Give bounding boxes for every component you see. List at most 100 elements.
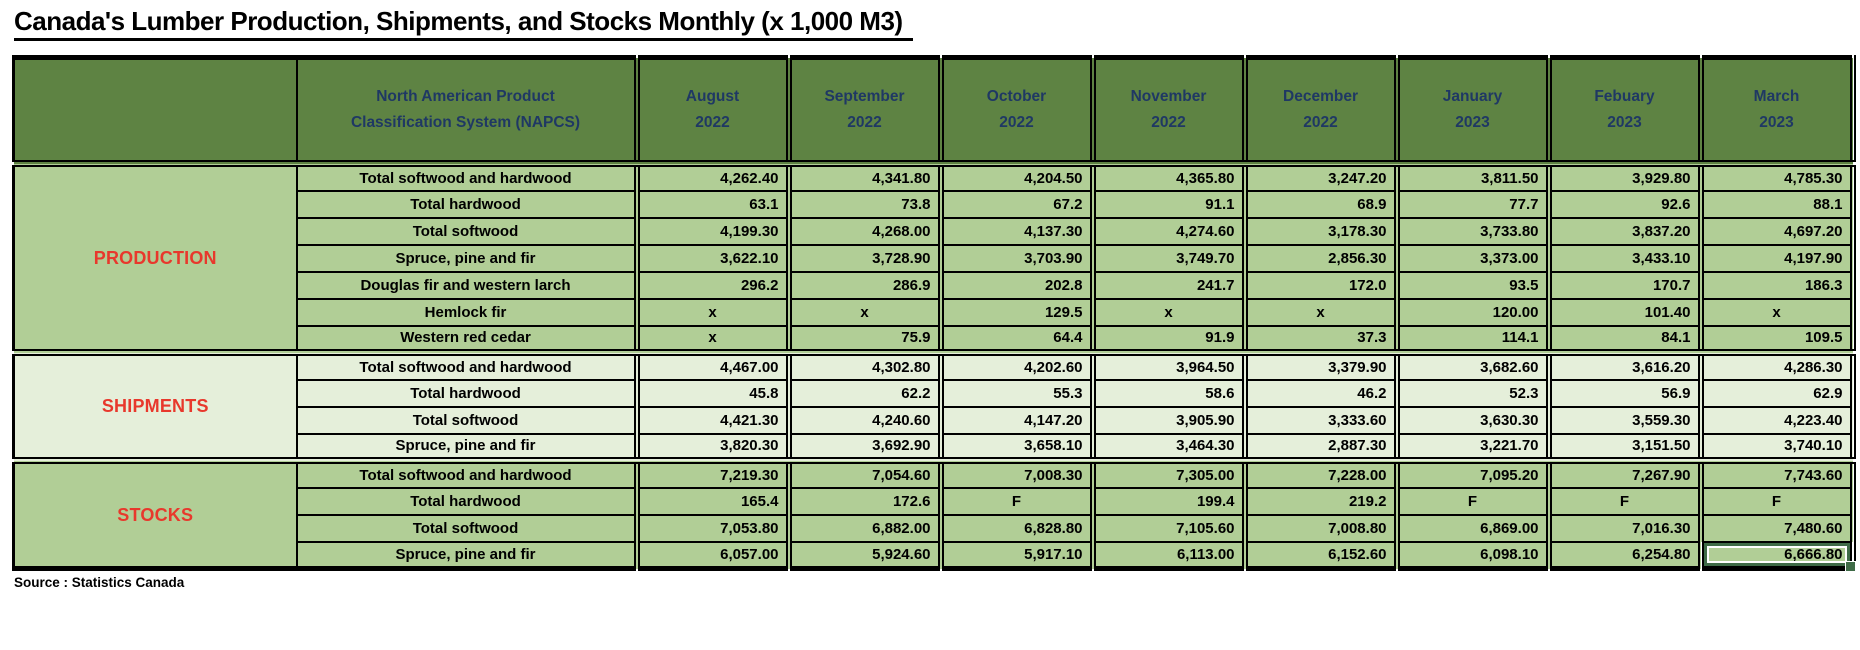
value-cell[interactable]: 120.00 xyxy=(1393,297,1552,327)
value-cell[interactable]: 7,053.80 xyxy=(633,513,792,543)
value-cell[interactable]: 77.7 xyxy=(1393,189,1552,219)
row-label-cell[interactable]: Spruce, pine and fir xyxy=(295,540,638,570)
month-header-cell[interactable]: March 2023 xyxy=(1697,56,1856,165)
value-cell[interactable]: 4,262.40 xyxy=(633,160,792,192)
value-cell[interactable]: 3,703.90 xyxy=(937,243,1096,273)
value-cell[interactable]: 37.3 xyxy=(1241,324,1400,354)
value-cell[interactable]: 199.4 xyxy=(1089,486,1248,516)
value-cell[interactable]: 129.5 xyxy=(937,297,1096,327)
value-cell[interactable]: 7,105.60 xyxy=(1089,513,1248,543)
value-cell[interactable]: 3,247.20 xyxy=(1241,160,1400,192)
value-cell[interactable]: 4,223.40 xyxy=(1697,405,1856,435)
value-cell[interactable]: 4,240.60 xyxy=(785,405,944,435)
row-label-cell[interactable]: Total softwood xyxy=(295,513,638,543)
value-cell[interactable]: 3,740.10 xyxy=(1697,432,1856,462)
month-header-cell[interactable]: Febuary 2023 xyxy=(1545,56,1704,165)
row-label-cell[interactable]: Total softwood xyxy=(295,216,638,246)
value-cell[interactable]: 62.2 xyxy=(785,378,944,408)
value-cell[interactable]: 2,887.30 xyxy=(1241,432,1400,462)
value-cell[interactable]: 3,905.90 xyxy=(1089,405,1248,435)
value-cell[interactable]: 3,433.10 xyxy=(1545,243,1704,273)
row-label-cell[interactable]: Spruce, pine and fir xyxy=(295,432,638,462)
value-cell[interactable]: 3,692.90 xyxy=(785,432,944,462)
value-cell[interactable]: 84.1 xyxy=(1545,324,1704,354)
value-cell[interactable]: 55.3 xyxy=(937,378,1096,408)
value-cell[interactable]: 3,622.10 xyxy=(633,243,792,273)
value-cell[interactable]: 7,008.30 xyxy=(937,457,1096,489)
value-cell[interactable]: 5,924.60 xyxy=(785,540,944,570)
value-cell[interactable]: 172.0 xyxy=(1241,270,1400,300)
value-cell[interactable]: 3,151.50 xyxy=(1545,432,1704,462)
month-header-cell[interactable]: October 2022 xyxy=(937,56,1096,165)
value-cell[interactable]: 62.9 xyxy=(1697,378,1856,408)
row-label-cell[interactable]: Total softwood and hardwood xyxy=(295,349,638,381)
value-cell[interactable]: 7,228.00 xyxy=(1241,457,1400,489)
value-cell[interactable]: 241.7 xyxy=(1089,270,1248,300)
value-cell[interactable]: 91.1 xyxy=(1089,189,1248,219)
row-label-cell[interactable]: Douglas fir and western larch xyxy=(295,270,638,300)
value-cell[interactable]: 3,811.50 xyxy=(1393,160,1552,192)
value-cell[interactable]: 186.3 xyxy=(1697,270,1856,300)
value-cell[interactable]: 219.2 xyxy=(1241,486,1400,516)
value-cell[interactable]: 3,373.00 xyxy=(1393,243,1552,273)
value-cell[interactable]: 4,365.80 xyxy=(1089,160,1248,192)
value-cell[interactable]: x xyxy=(633,297,792,327)
value-cell[interactable]: 64.4 xyxy=(937,324,1096,354)
row-label-cell[interactable]: Total softwood and hardwood xyxy=(295,457,638,489)
value-cell[interactable]: 4,199.30 xyxy=(633,216,792,246)
month-header-cell[interactable]: September 2022 xyxy=(785,56,944,165)
value-cell[interactable]: 4,137.30 xyxy=(937,216,1096,246)
row-label-cell[interactable]: Spruce, pine and fir xyxy=(295,243,638,273)
row-label-cell[interactable]: Total hardwood xyxy=(295,486,638,516)
value-cell[interactable]: 75.9 xyxy=(785,324,944,354)
value-cell[interactable]: x xyxy=(1241,297,1400,327)
value-cell[interactable]: 4,785.30 xyxy=(1697,160,1856,192)
month-header-cell[interactable]: November 2022 xyxy=(1089,56,1248,165)
value-cell[interactable]: 7,267.90 xyxy=(1545,457,1704,489)
selected-value-cell[interactable]: 6,666.80 xyxy=(1697,540,1859,573)
value-cell[interactable]: 93.5 xyxy=(1393,270,1552,300)
month-header-cell[interactable]: December 2022 xyxy=(1241,56,1400,165)
value-cell[interactable]: 6,113.00 xyxy=(1089,540,1248,570)
value-cell[interactable]: 4,286.30 xyxy=(1697,349,1856,381)
value-cell[interactable]: 6,098.10 xyxy=(1393,540,1552,570)
value-cell[interactable]: 7,054.60 xyxy=(785,457,944,489)
value-cell[interactable]: 3,333.60 xyxy=(1241,405,1400,435)
value-cell[interactable]: 4,697.20 xyxy=(1697,216,1856,246)
value-cell[interactable]: 3,178.30 xyxy=(1241,216,1400,246)
value-cell[interactable]: 165.4 xyxy=(633,486,792,516)
row-label-cell[interactable]: Total softwood and hardwood xyxy=(295,160,638,192)
value-cell[interactable]: 45.8 xyxy=(633,378,792,408)
value-cell[interactable]: 7,008.80 xyxy=(1241,513,1400,543)
value-cell[interactable]: 4,202.60 xyxy=(937,349,1096,381)
value-cell[interactable]: 58.6 xyxy=(1089,378,1248,408)
value-cell[interactable]: x xyxy=(785,297,944,327)
value-cell[interactable]: 73.8 xyxy=(785,189,944,219)
value-cell[interactable]: x xyxy=(1089,297,1248,327)
value-cell[interactable]: 5,917.10 xyxy=(937,540,1096,570)
row-label-cell[interactable]: Total hardwood xyxy=(295,378,638,408)
value-cell[interactable]: 4,341.80 xyxy=(785,160,944,192)
value-cell[interactable]: 3,658.10 xyxy=(937,432,1096,462)
value-cell[interactable]: 3,630.30 xyxy=(1393,405,1552,435)
section-label-production[interactable]: PRODUCTION xyxy=(12,160,298,354)
value-cell[interactable]: F xyxy=(937,486,1096,516)
value-cell[interactable]: 6,882.00 xyxy=(785,513,944,543)
header-napcs-cell[interactable]: North American Product Classification Sy… xyxy=(295,56,638,165)
value-cell[interactable]: 6,152.60 xyxy=(1241,540,1400,570)
value-cell[interactable]: 4,147.20 xyxy=(937,405,1096,435)
value-cell[interactable]: 3,464.30 xyxy=(1089,432,1248,462)
month-header-cell[interactable]: January 2023 xyxy=(1393,56,1552,165)
value-cell[interactable]: 6,254.80 xyxy=(1545,540,1704,570)
value-cell[interactable]: 3,964.50 xyxy=(1089,349,1248,381)
value-cell[interactable]: 4,197.90 xyxy=(1697,243,1856,273)
value-cell[interactable]: 3,820.30 xyxy=(633,432,792,462)
value-cell[interactable]: F xyxy=(1545,486,1704,516)
row-label-cell[interactable]: Total softwood xyxy=(295,405,638,435)
value-cell[interactable]: 4,274.60 xyxy=(1089,216,1248,246)
value-cell[interactable]: 3,733.80 xyxy=(1393,216,1552,246)
value-cell[interactable]: 88.1 xyxy=(1697,189,1856,219)
value-cell[interactable]: 202.8 xyxy=(937,270,1096,300)
value-cell[interactable]: 7,095.20 xyxy=(1393,457,1552,489)
value-cell[interactable]: x xyxy=(1697,297,1856,327)
